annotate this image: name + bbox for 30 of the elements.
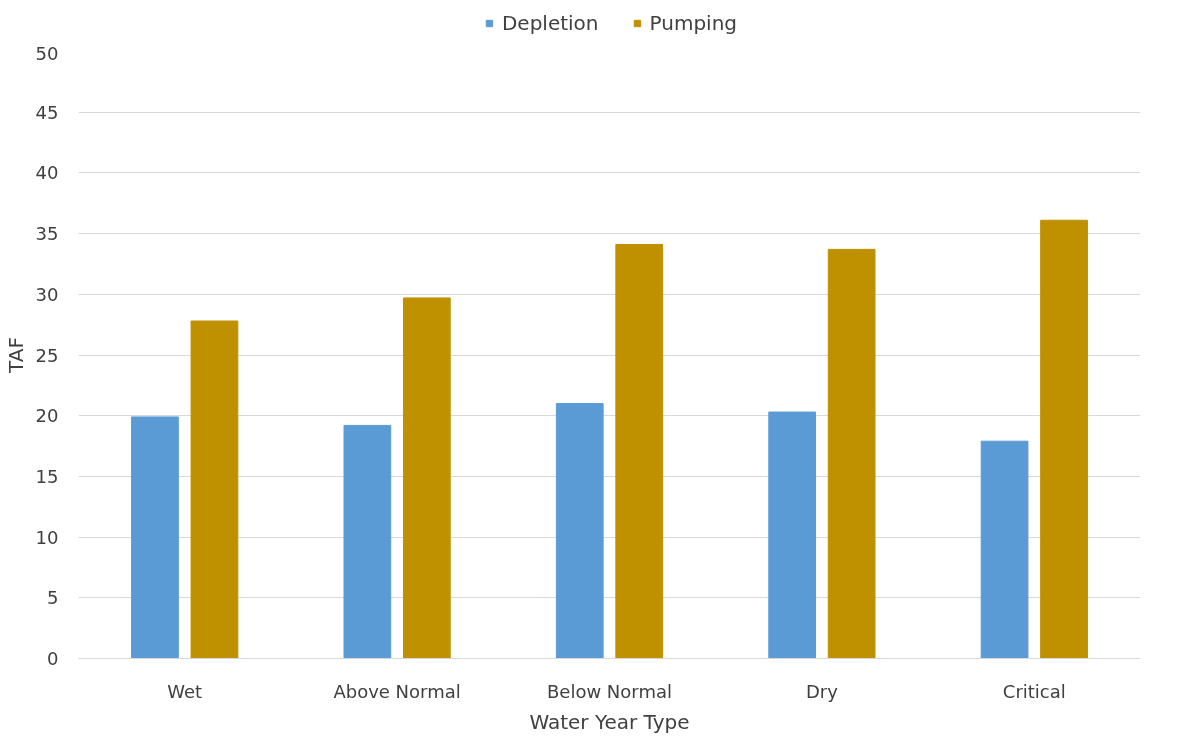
x-tick-label: Below Normal <box>547 680 673 702</box>
y-tick-label: 30 <box>35 283 59 305</box>
y-tick-label: 40 <box>35 162 59 184</box>
bar <box>827 248 876 659</box>
x-tick-label: Dry <box>805 680 839 702</box>
y-tick-label: 25 <box>35 344 59 366</box>
y-tick-label: 45 <box>35 101 59 123</box>
y-tick-label: 35 <box>35 223 59 245</box>
bar <box>402 297 451 659</box>
y-tick-label: 15 <box>35 465 59 487</box>
bar <box>768 411 817 659</box>
x-tick-label: Critical <box>1002 680 1066 702</box>
y-axis-title: TAF <box>3 337 28 374</box>
bar <box>131 416 179 659</box>
bar <box>190 320 239 659</box>
x-tick-label: Above Normal <box>333 680 461 702</box>
bar <box>980 440 1029 659</box>
x-axis-title: Water Year Type <box>529 709 690 734</box>
bar <box>1040 219 1088 659</box>
y-tick-label: 0 <box>47 648 59 669</box>
bar <box>343 424 392 659</box>
legend-label: Pumping <box>649 11 738 35</box>
x-tick-label: Wet <box>167 680 203 702</box>
bar <box>615 244 664 659</box>
y-tick-label: 50 <box>35 42 59 64</box>
bar <box>555 403 604 659</box>
y-tick-label: 5 <box>47 587 59 609</box>
y-tick-label: 20 <box>35 405 59 427</box>
legend-label: Depletion <box>501 11 599 35</box>
y-tick-label: 10 <box>35 526 59 548</box>
